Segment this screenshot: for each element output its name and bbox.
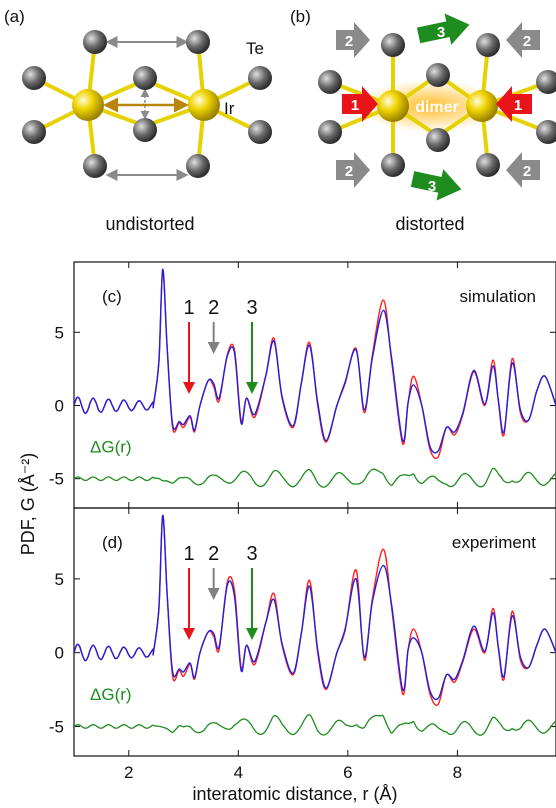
arrow-2-bottom-left: 2 (336, 152, 370, 188)
te-atom (426, 63, 450, 87)
series-blue-line (74, 514, 556, 701)
marker-label: 1 (183, 297, 194, 319)
y-tick-label: -5 (49, 717, 64, 736)
dimer-label: dimer (415, 99, 459, 116)
series-group (74, 514, 556, 706)
arrow-2-bottom-right: 2 (506, 152, 540, 188)
marker-label: 1 (183, 543, 194, 565)
x-tick-label: 6 (343, 763, 352, 782)
arrow-3-bottom: 3 (410, 169, 462, 201)
y-tick-label: 5 (55, 323, 64, 342)
panel-a: (a) Te Ir undi (4, 7, 272, 234)
te-atom (476, 33, 500, 57)
panel-b-label: (b) (290, 7, 311, 26)
te-atom (22, 120, 46, 144)
y-tick-label: 5 (55, 570, 64, 589)
ir-atom (466, 90, 498, 122)
te-atom (248, 66, 272, 90)
marker-label: 3 (246, 543, 257, 565)
series-group (74, 268, 556, 460)
x-tick-label: 2 (124, 763, 133, 782)
te-atom (83, 154, 107, 178)
ir-atom (377, 90, 409, 122)
te-atom (476, 153, 500, 177)
te-atom (22, 66, 46, 90)
panel-label: (c) (102, 287, 122, 306)
marker-arrowhead (183, 382, 196, 394)
te-atom (426, 128, 450, 152)
te-atom (318, 70, 342, 94)
difference-curve (74, 713, 556, 736)
y-tick-label: 0 (55, 644, 64, 663)
difference-label: ΔG(r) (90, 437, 132, 456)
te-atom (248, 120, 272, 144)
te-atom (536, 120, 556, 144)
svg-text:2: 2 (345, 163, 353, 180)
panel-b: (b) dimer 1 (290, 7, 556, 234)
y-tick-label: -5 (49, 470, 64, 489)
y-axis-label: PDF, G (Å⁻²) (18, 453, 38, 556)
chart-simulation: 5 0 -5 ΔG(r) (c) simulation 1 2 3 (49, 261, 556, 509)
x-tick-label: 8 (453, 763, 462, 782)
arrow-2-top-right: 2 (506, 22, 540, 58)
te-atom (381, 33, 405, 57)
marker-arrowhead (246, 382, 259, 394)
svg-text:2: 2 (345, 33, 353, 50)
te-label: Te (246, 39, 264, 58)
y-tick-label: 0 (55, 397, 64, 416)
marker-label: 3 (246, 297, 257, 319)
panel-b-caption: distorted (395, 214, 464, 234)
marker-arrowhead (207, 588, 220, 600)
panel-annotation: experiment (452, 533, 536, 552)
ir-atom (72, 89, 104, 121)
te-atom (133, 66, 157, 90)
te-atom (318, 120, 342, 144)
te-atom (186, 30, 210, 54)
plot-frame (73, 507, 556, 757)
series-blue-line (74, 268, 556, 454)
svg-text:3: 3 (437, 24, 445, 41)
marker-arrowhead (183, 628, 196, 640)
difference-curve (74, 467, 556, 488)
marker-arrowhead (207, 342, 220, 354)
x-tick-label: 4 (234, 763, 243, 782)
svg-text:2: 2 (523, 33, 531, 50)
panel-a-caption: undistorted (105, 214, 194, 234)
te-atom (381, 153, 405, 177)
te-atom (133, 118, 157, 142)
svg-text:3: 3 (428, 178, 436, 195)
marker-label: 2 (208, 297, 219, 319)
arrow-3-top: 3 (416, 13, 470, 45)
x-axis-label: interatomic distance, r (Å) (192, 784, 397, 804)
marker-arrowhead (246, 628, 259, 640)
panel-a-label: (a) (4, 7, 25, 26)
panel-annotation: simulation (459, 287, 536, 306)
arrow-1-left: 1 (342, 86, 378, 122)
te-atom (536, 70, 556, 94)
svg-text:2: 2 (523, 163, 531, 180)
svg-text:1: 1 (351, 97, 359, 114)
te-atom (186, 154, 210, 178)
difference-label: ΔG(r) (90, 685, 132, 704)
svg-text:1: 1 (514, 97, 522, 114)
arrow-2-top-left: 2 (336, 22, 370, 58)
arrow-1-right: 1 (496, 86, 532, 122)
marker-label: 2 (208, 543, 219, 565)
ir-label: Ir (224, 99, 235, 118)
te-atom (83, 30, 107, 54)
panel-label: (d) (102, 533, 123, 552)
ir-atom (188, 89, 220, 121)
